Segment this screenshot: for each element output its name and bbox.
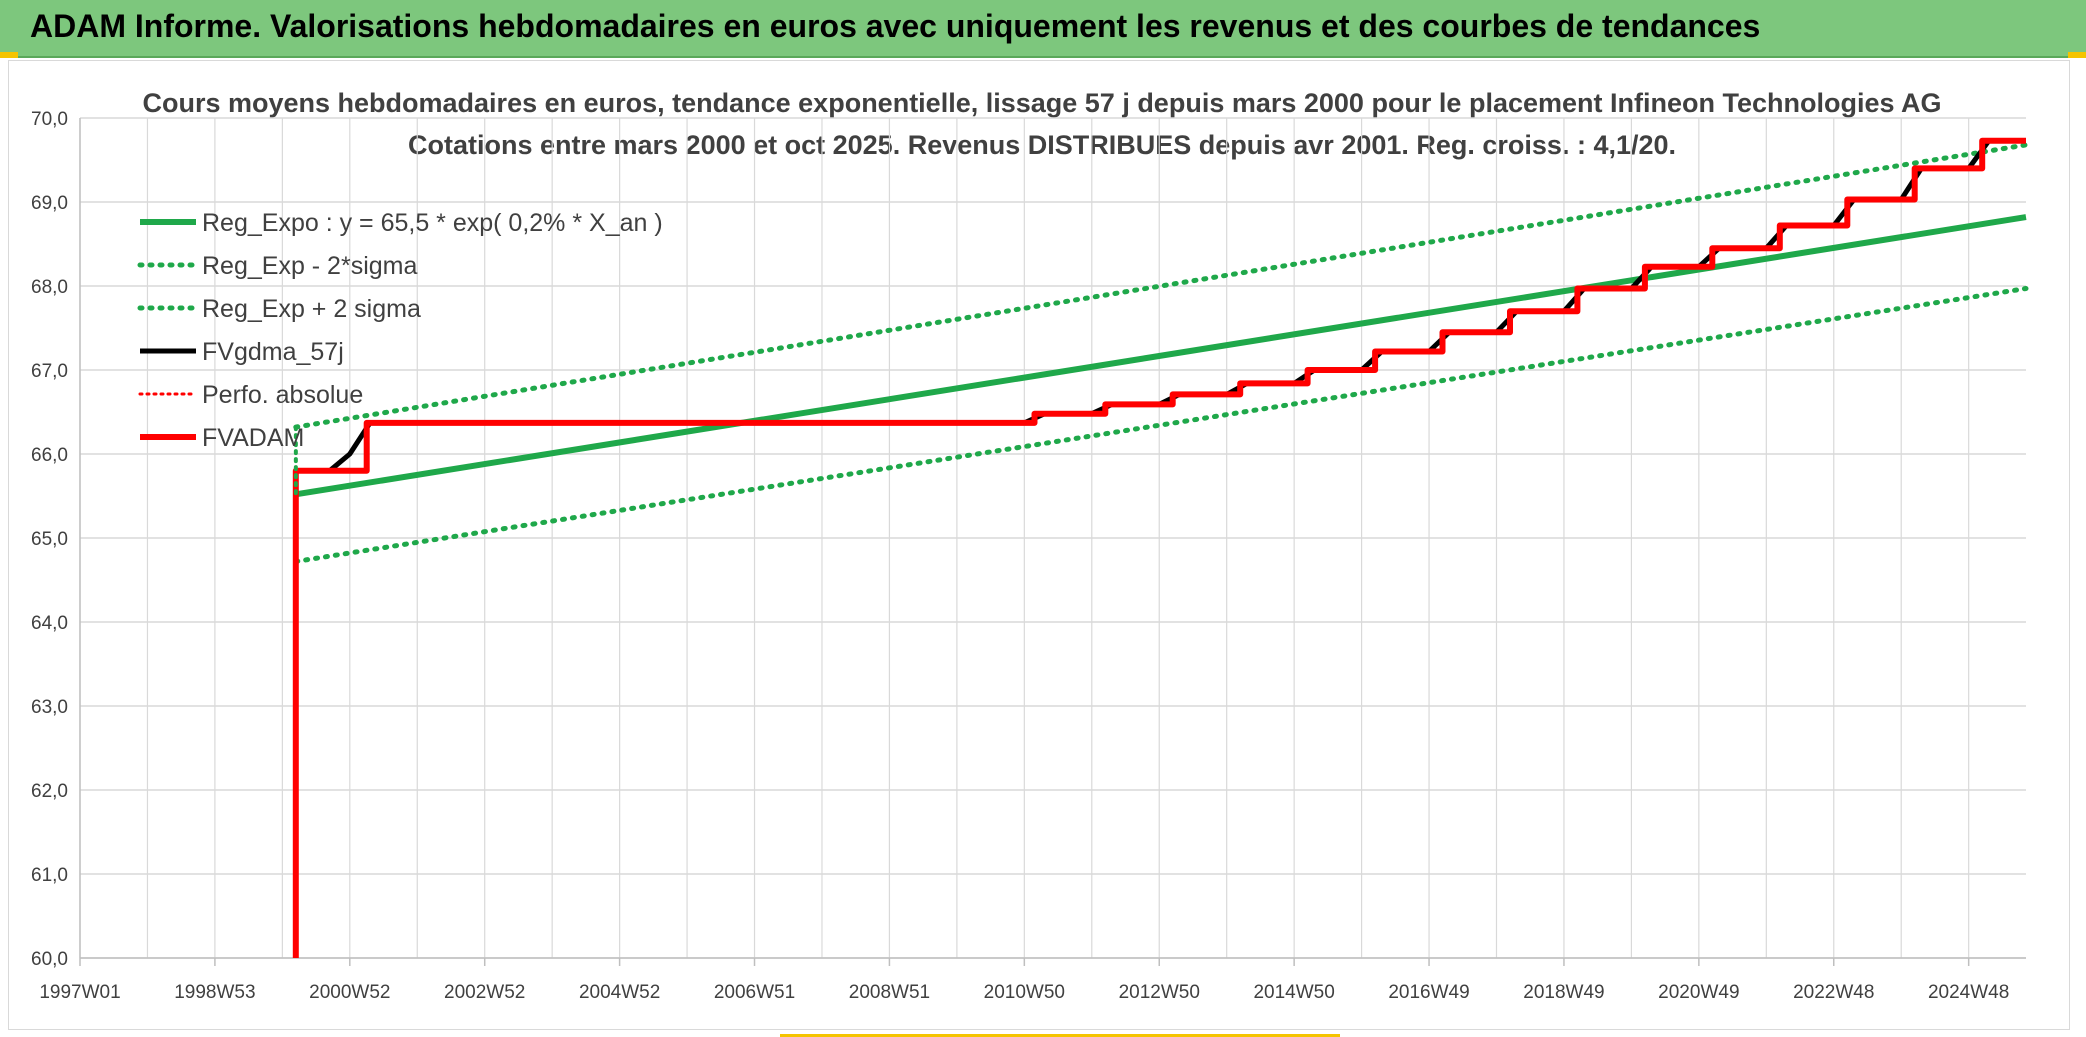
legend-label: Reg_Expo : y = 65,5 * exp( 0,2% * X_an ) [202, 209, 663, 237]
axis-layer: 60,0 61,0 62,0 63,0 64,0 65,0 66,0 67,0 68,0 69,0… [31, 109, 2026, 1003]
x-tick-label: 2024W48 [1928, 982, 2009, 1003]
legend-label: Reg_Exp - 2*sigma [202, 252, 417, 280]
legend-label: Reg_Exp + 2 sigma [202, 295, 421, 323]
y-tick-label: 67,0 [31, 361, 68, 382]
x-tick-label: 2004W52 [579, 982, 660, 1003]
legend-label: Perfo. absolue [202, 381, 363, 409]
x-tick-label: 2000W52 [309, 982, 390, 1003]
legend-layer: Reg_Expo : y = 65,5 * exp( 0,2% * X_an )… [137, 209, 663, 452]
x-tick-label: 2012W50 [1119, 982, 1200, 1003]
chart-frame [8, 60, 2070, 1030]
legend-label: FVgdma_57j [202, 338, 344, 366]
corner-mark-left [0, 52, 18, 58]
corner-mark-bottom [780, 1034, 1340, 1037]
grid-layer [79, 117, 2026, 959]
series-line-5 [292, 137, 2026, 958]
y-tick-label: 65,0 [31, 529, 68, 550]
series-line-2 [293, 142, 2029, 430]
x-tick-label: 2010W50 [984, 982, 1065, 1003]
x-tick-label: 2022W48 [1793, 982, 1874, 1003]
x-tick-label: 2008W51 [849, 982, 930, 1003]
y-tick-label: 66,0 [31, 445, 68, 466]
y-tick-label: 70,0 [31, 109, 68, 130]
y-tick-label: 63,0 [31, 697, 68, 718]
corner-mark-right [2068, 52, 2086, 58]
y-tick-label: 60,0 [31, 949, 68, 970]
x-tick-label: 1998W53 [174, 982, 255, 1003]
chart-title: Cours moyens hebdomadaires en euros, ten… [142, 88, 1942, 118]
series-line-0 [295, 214, 2027, 498]
series-line-1 [293, 286, 2029, 564]
legend-label: FVADAM [202, 424, 304, 452]
x-tick-label: 2014W50 [1253, 982, 1334, 1003]
report-banner: ADAM Informe. Valorisations hebdomadaire… [0, 0, 2086, 58]
x-tick-label: 2020W49 [1658, 982, 1739, 1003]
y-tick-label: 64,0 [31, 613, 68, 634]
y-tick-label: 62,0 [31, 781, 68, 802]
x-tick-label: 2002W52 [444, 982, 525, 1003]
x-tick-label: 1997W01 [39, 982, 120, 1003]
x-tick-label: 2018W49 [1523, 982, 1604, 1003]
x-tick-label: 2006W51 [714, 982, 795, 1003]
y-tick-label: 68,0 [31, 277, 68, 298]
banner-title: ADAM Informe. Valorisations hebdomadaire… [30, 8, 1761, 44]
y-tick-label: 69,0 [31, 193, 68, 214]
series-layer [292, 137, 2029, 958]
x-tick-label: 2016W49 [1388, 982, 1469, 1003]
y-tick-label: 61,0 [31, 865, 68, 886]
